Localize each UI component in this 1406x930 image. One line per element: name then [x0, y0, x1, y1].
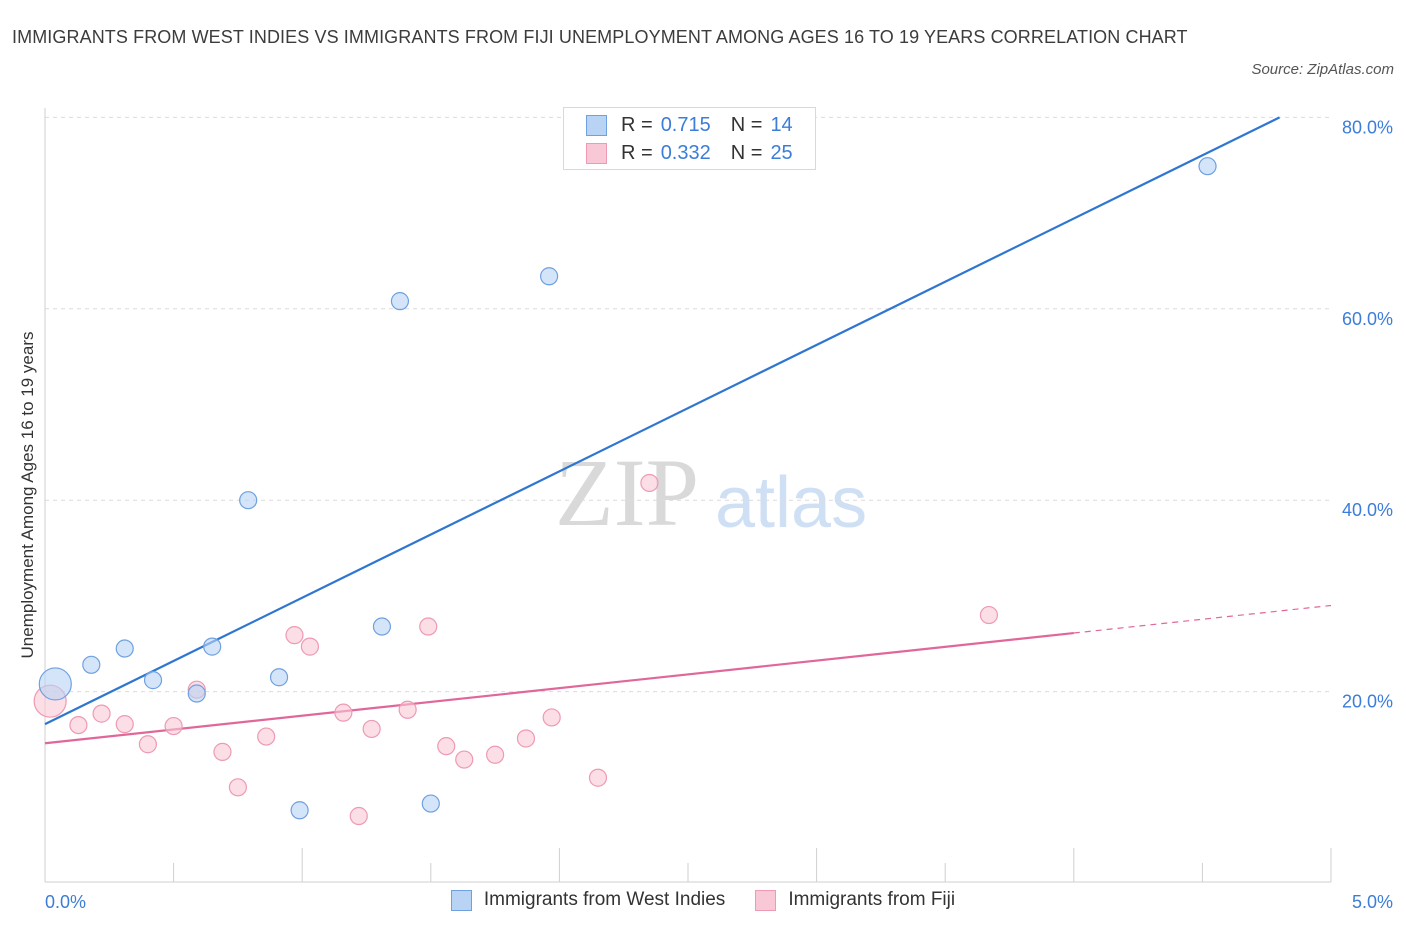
y-tick-label: 80.0% — [1342, 117, 1393, 137]
point-pink — [92, 704, 111, 723]
point-pink — [542, 708, 561, 727]
point-blue — [82, 655, 101, 674]
source-label: Source: ZipAtlas.com — [1251, 61, 1394, 78]
trend-line-extension-pink — [1073, 604, 1332, 634]
point-pink — [455, 750, 474, 769]
point-pink — [285, 626, 304, 645]
y-axis-label: Unemployment Among Ages 16 to 19 years — [18, 332, 37, 659]
n-label: N = — [730, 141, 763, 164]
point-blue — [115, 639, 134, 658]
r-value: 0.715 — [660, 113, 711, 136]
point-pink — [516, 729, 536, 748]
data-points — [33, 157, 1217, 826]
y-tick-labels: 20.0% 40.0% 60.0% 80.0% — [1342, 117, 1393, 711]
point-pink — [138, 735, 157, 754]
point-pink — [640, 473, 659, 493]
legend-item-west-indies: Immigrants from West Indies — [450, 889, 726, 911]
x-tick-labels: 0.0% 5.0% — [45, 892, 1393, 912]
point-pink — [213, 742, 232, 761]
point-pink — [349, 806, 368, 826]
blue-swatch-icon — [450, 889, 472, 911]
point-pink — [419, 617, 438, 636]
trend-line-pink — [44, 631, 1074, 745]
point-blue — [390, 292, 410, 311]
n-label: N = — [730, 113, 763, 136]
point-blue — [38, 667, 72, 701]
axes — [44, 108, 1332, 883]
x-tick-label: 5.0% — [1352, 892, 1393, 912]
point-pink — [979, 605, 999, 625]
pink-swatch-icon — [755, 889, 777, 911]
point-pink — [69, 715, 88, 735]
gridlines — [45, 116, 1331, 693]
point-blue — [203, 637, 222, 656]
pink-swatch-icon — [586, 142, 607, 164]
watermark-zip: ZIP — [555, 439, 699, 546]
series-legend: Immigrants from West Indies Immigrants f… — [0, 889, 1406, 911]
stats-legend: R = 0.715 N = 14 R = 0.332 N = 25 — [563, 107, 816, 170]
point-pink — [588, 768, 608, 787]
x-tick-label: 0.0% — [45, 892, 86, 912]
legend-row-fiji: R = 0.332 N = 25 — [586, 140, 793, 166]
point-pink — [486, 745, 505, 764]
legend-row-west-indies: R = 0.715 N = 14 — [586, 112, 793, 138]
y-tick-label: 40.0% — [1342, 500, 1393, 520]
point-blue — [239, 491, 258, 510]
watermark-atlas: atlas — [715, 463, 867, 543]
n-value: 14 — [770, 113, 793, 136]
r-label: R = — [621, 141, 653, 164]
trend-line-blue — [44, 116, 1281, 726]
legend-label: Immigrants from Fiji — [788, 889, 956, 910]
point-blue — [372, 617, 392, 636]
chart-title: IMMIGRANTS FROM WEST INDIES VS IMMIGRANT… — [12, 27, 1188, 47]
point-blue — [421, 794, 440, 813]
point-pink — [228, 778, 247, 797]
point-pink — [115, 715, 134, 734]
n-value: 25 — [770, 141, 793, 164]
y-tick-label: 60.0% — [1342, 309, 1393, 329]
point-pink — [164, 716, 183, 736]
point-blue — [187, 684, 206, 703]
point-pink — [300, 637, 320, 656]
r-label: R = — [621, 113, 653, 136]
point-pink — [334, 703, 353, 722]
trend-lines — [44, 116, 1332, 745]
legend-label: Immigrants from West Indies — [483, 889, 726, 910]
r-value: 0.332 — [660, 141, 711, 164]
y-tick-label: 20.0% — [1342, 692, 1393, 712]
blue-swatch-icon — [586, 114, 607, 136]
point-blue — [290, 801, 309, 820]
point-pink — [398, 700, 417, 719]
point-pink — [437, 737, 456, 756]
point-blue — [143, 671, 163, 690]
legend-item-fiji: Immigrants from Fiji — [755, 889, 955, 911]
point-pink — [257, 727, 276, 746]
point-blue — [1198, 157, 1217, 176]
zipatlas-watermark: ZIP atlas — [555, 439, 867, 546]
point-blue — [269, 668, 289, 687]
point-pink — [362, 719, 381, 739]
point-blue — [540, 267, 559, 286]
